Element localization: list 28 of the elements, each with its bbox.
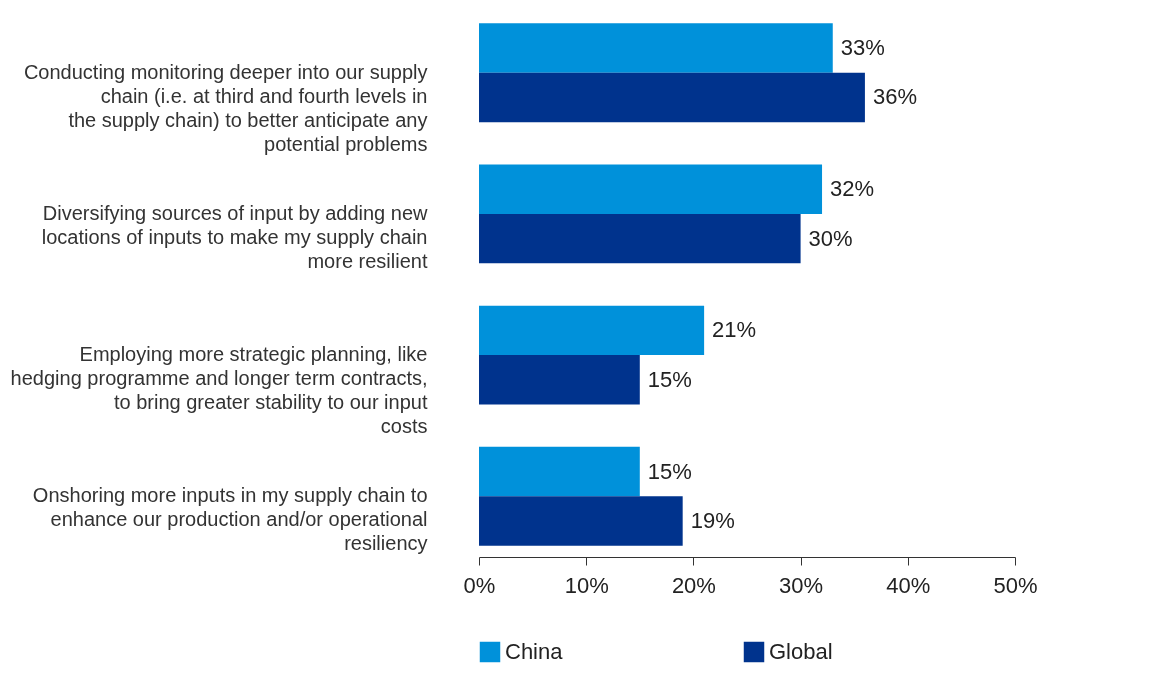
bar: [479, 23, 833, 73]
legend-label: China: [505, 639, 564, 664]
bar: [479, 355, 640, 405]
data-label: 19%: [690, 508, 735, 533]
bar: [479, 305, 705, 356]
data-label: 33%: [840, 35, 885, 60]
data-label: 15%: [647, 458, 692, 484]
y-tick-label: Onshoring more inputs in my supply chain to enhance our production and/or operational resiliency: [32, 484, 428, 555]
x-tick-label: 20%: [671, 572, 716, 598]
x-tick-label: 40%: [886, 572, 931, 598]
bar: [479, 213, 801, 264]
x-tick-label: 0%: [463, 572, 496, 598]
data-label: 32%: [830, 176, 875, 202]
legend-label: Global: [769, 639, 833, 664]
bar: [479, 496, 683, 546]
data-label: 15%: [647, 366, 692, 392]
bar: [479, 446, 640, 497]
bar: [479, 164, 823, 214]
data-label: 21%: [712, 317, 757, 343]
y-tick-label: Diversifying sources of input by adding new locations of inputs to make my supply chain more resilient: [41, 201, 429, 272]
y-tick-label: Conducting monitoring deeper into our supply chain (i.e. at third and fourth levels in the supply chain) to better anticipate any potential problems: [23, 60, 428, 155]
x-tick-label: 10%: [564, 572, 609, 598]
bar: [479, 72, 865, 123]
data-label: 30%: [808, 225, 853, 251]
x-tick-label: 50%: [993, 572, 1038, 598]
y-tick-label: Employing more strategic planning, like hedging programme and longer term contracts, to bring greater stability to our input costs: [10, 343, 428, 438]
x-tick-label: 30%: [779, 572, 824, 598]
data-label: 36%: [872, 84, 917, 110]
